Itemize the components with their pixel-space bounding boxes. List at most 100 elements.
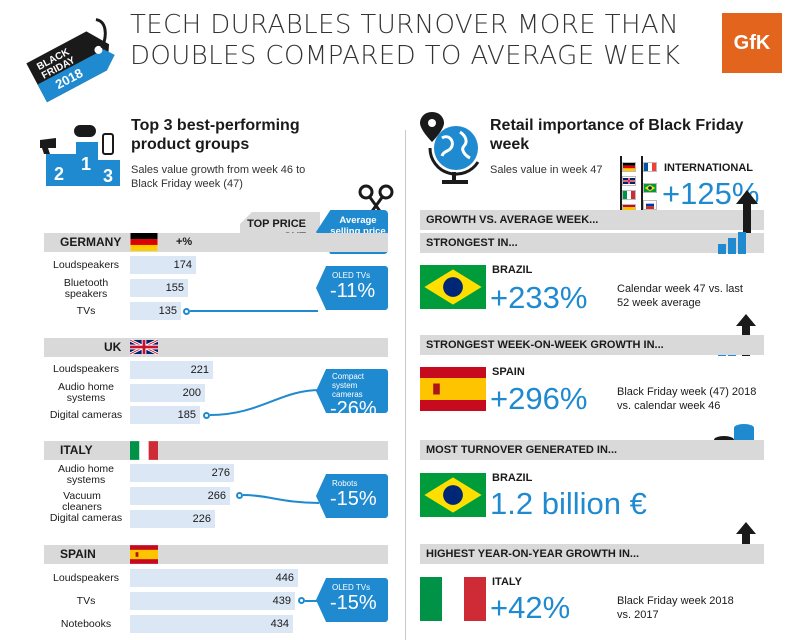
germany-flag-icon <box>622 162 636 172</box>
right-section-subtitle: Sales value in week 47 <box>490 164 603 176</box>
value-label: 135 <box>158 305 177 317</box>
connector-line <box>210 389 320 416</box>
connector-dot <box>203 412 210 419</box>
country-name-uk: UK <box>104 340 122 354</box>
row-label: Digital cameras <box>49 512 123 524</box>
value-bar <box>130 384 205 402</box>
row-label: Loudspeakers <box>53 363 119 375</box>
row-label: Digital cameras <box>49 409 123 421</box>
country-name-spain: SPAIN <box>60 547 96 561</box>
section-header: STRONGEST IN... <box>420 233 764 253</box>
value-label: 185 <box>177 409 196 421</box>
value-label: 226 <box>192 513 211 525</box>
right-section-title: Retail importance of Black Friday week <box>490 117 744 153</box>
price-cut-value: -11% <box>330 280 376 302</box>
connector-line <box>243 494 319 504</box>
value-label: 266 <box>207 490 226 502</box>
price-cut-tag: Robots -15% <box>316 474 388 518</box>
section-country: SPAIN <box>492 366 525 378</box>
section-note: Black Friday week 2018 vs. 2017 <box>617 595 734 621</box>
italy-flag-icon <box>622 190 636 200</box>
section-value: 1.2 billion € <box>490 486 647 521</box>
price-cut-value: -15% <box>330 488 377 510</box>
value-bar <box>130 592 295 610</box>
value-bar <box>130 406 200 424</box>
value-bar <box>130 361 213 379</box>
section-country: BRAZIL <box>492 264 533 276</box>
value-bar <box>130 256 196 274</box>
row-label: Loudspeakers <box>53 259 119 271</box>
value-label: 276 <box>211 467 230 479</box>
country-bar-germany <box>44 233 388 252</box>
country-name-italy: ITALY <box>60 443 93 457</box>
value-bar <box>130 615 293 633</box>
page-title: TECH DURABLES TURNOVER MORE THAN DOUBLES… <box>130 10 681 71</box>
rank-1: 1 <box>81 154 91 174</box>
section-country: BRAZIL <box>492 472 533 484</box>
connector-line <box>190 310 318 312</box>
brazil-flag-icon <box>420 265 486 309</box>
spain-flag-icon <box>130 545 158 564</box>
section-header: HIGHEST YEAR-ON-YEAR GROWTH IN... <box>420 544 764 564</box>
italy-flag-icon <box>130 441 158 460</box>
russia-flag-icon <box>643 200 657 210</box>
price-cut-tag: OLED TVs -11% <box>316 266 388 310</box>
rank-2: 2 <box>54 164 64 184</box>
rank-3: 3 <box>103 166 113 186</box>
percent-header: +% <box>176 236 193 248</box>
price-cut-tag: Compact system cameras -26% <box>316 369 388 413</box>
connector-line <box>305 600 319 602</box>
price-cut-tag: OLED TVs -15% <box>316 578 388 622</box>
section-value: +233% <box>490 280 588 315</box>
flag-pole <box>620 156 622 228</box>
price-cut-product: OLED TVs <box>332 271 371 280</box>
flag-pole <box>641 156 643 228</box>
brazil-flag-icon <box>643 183 657 193</box>
section-value: +296% <box>490 381 588 416</box>
connector-dot <box>183 308 190 315</box>
germany-flag-icon <box>130 233 158 251</box>
uk-flag-icon <box>130 338 158 356</box>
bar-chart-icon <box>718 232 746 254</box>
price-cut-value: -15% <box>330 592 377 614</box>
left-section-title: Top 3 best-performing product groups <box>131 117 300 153</box>
globe-icon <box>420 112 480 184</box>
brazil-flag-icon <box>420 473 486 517</box>
row-label: TVs <box>76 595 96 607</box>
growth-arrow-icon <box>736 190 758 236</box>
country-bar-spain <box>44 545 388 564</box>
value-label: 446 <box>275 572 294 584</box>
price-cut-product: Compact system cameras <box>332 372 365 399</box>
value-bar <box>130 302 181 320</box>
section-header: MOST TURNOVER GENERATED IN... <box>420 440 764 460</box>
value-bar <box>130 464 234 482</box>
section-note: Calendar week 47 vs. last 52 week averag… <box>617 283 743 309</box>
country-name-germany: GERMANY <box>60 235 122 249</box>
italy-flag-icon <box>420 577 486 621</box>
value-bar <box>130 279 188 297</box>
gfk-logo: GfK <box>722 13 782 73</box>
value-bar <box>130 569 298 587</box>
france-flag-icon <box>643 162 657 172</box>
column-divider <box>405 130 406 640</box>
row-label: Audio home systems <box>57 381 115 404</box>
value-label: 155 <box>165 282 184 294</box>
black-friday-badge: BLACK FRIDAY 2018 <box>26 18 115 103</box>
price-cut-product: OLED TVs <box>332 583 371 592</box>
connector-dot <box>298 597 305 604</box>
section-value: +42% <box>490 590 571 625</box>
section-note: Black Friday week (47) 2018 vs. calendar… <box>617 386 757 412</box>
value-label: 200 <box>182 387 201 399</box>
country-bar-italy <box>44 441 388 460</box>
spain-flag-icon <box>420 367 486 411</box>
row-label: TVs <box>76 305 96 317</box>
left-section-subtitle: Sales value growth from week 46 to Black… <box>131 164 306 190</box>
value-label: 221 <box>190 364 209 376</box>
connector-dot <box>236 492 243 499</box>
price-cut-value: -26% <box>330 398 377 420</box>
international-label: INTERNATIONAL <box>664 162 754 174</box>
value-label: 174 <box>173 259 192 271</box>
section-header: STRONGEST WEEK-ON-WEEK GROWTH IN... <box>420 335 764 355</box>
section-country: ITALY <box>492 576 522 588</box>
growth-header: GROWTH VS. AVERAGE WEEK... <box>420 210 764 230</box>
